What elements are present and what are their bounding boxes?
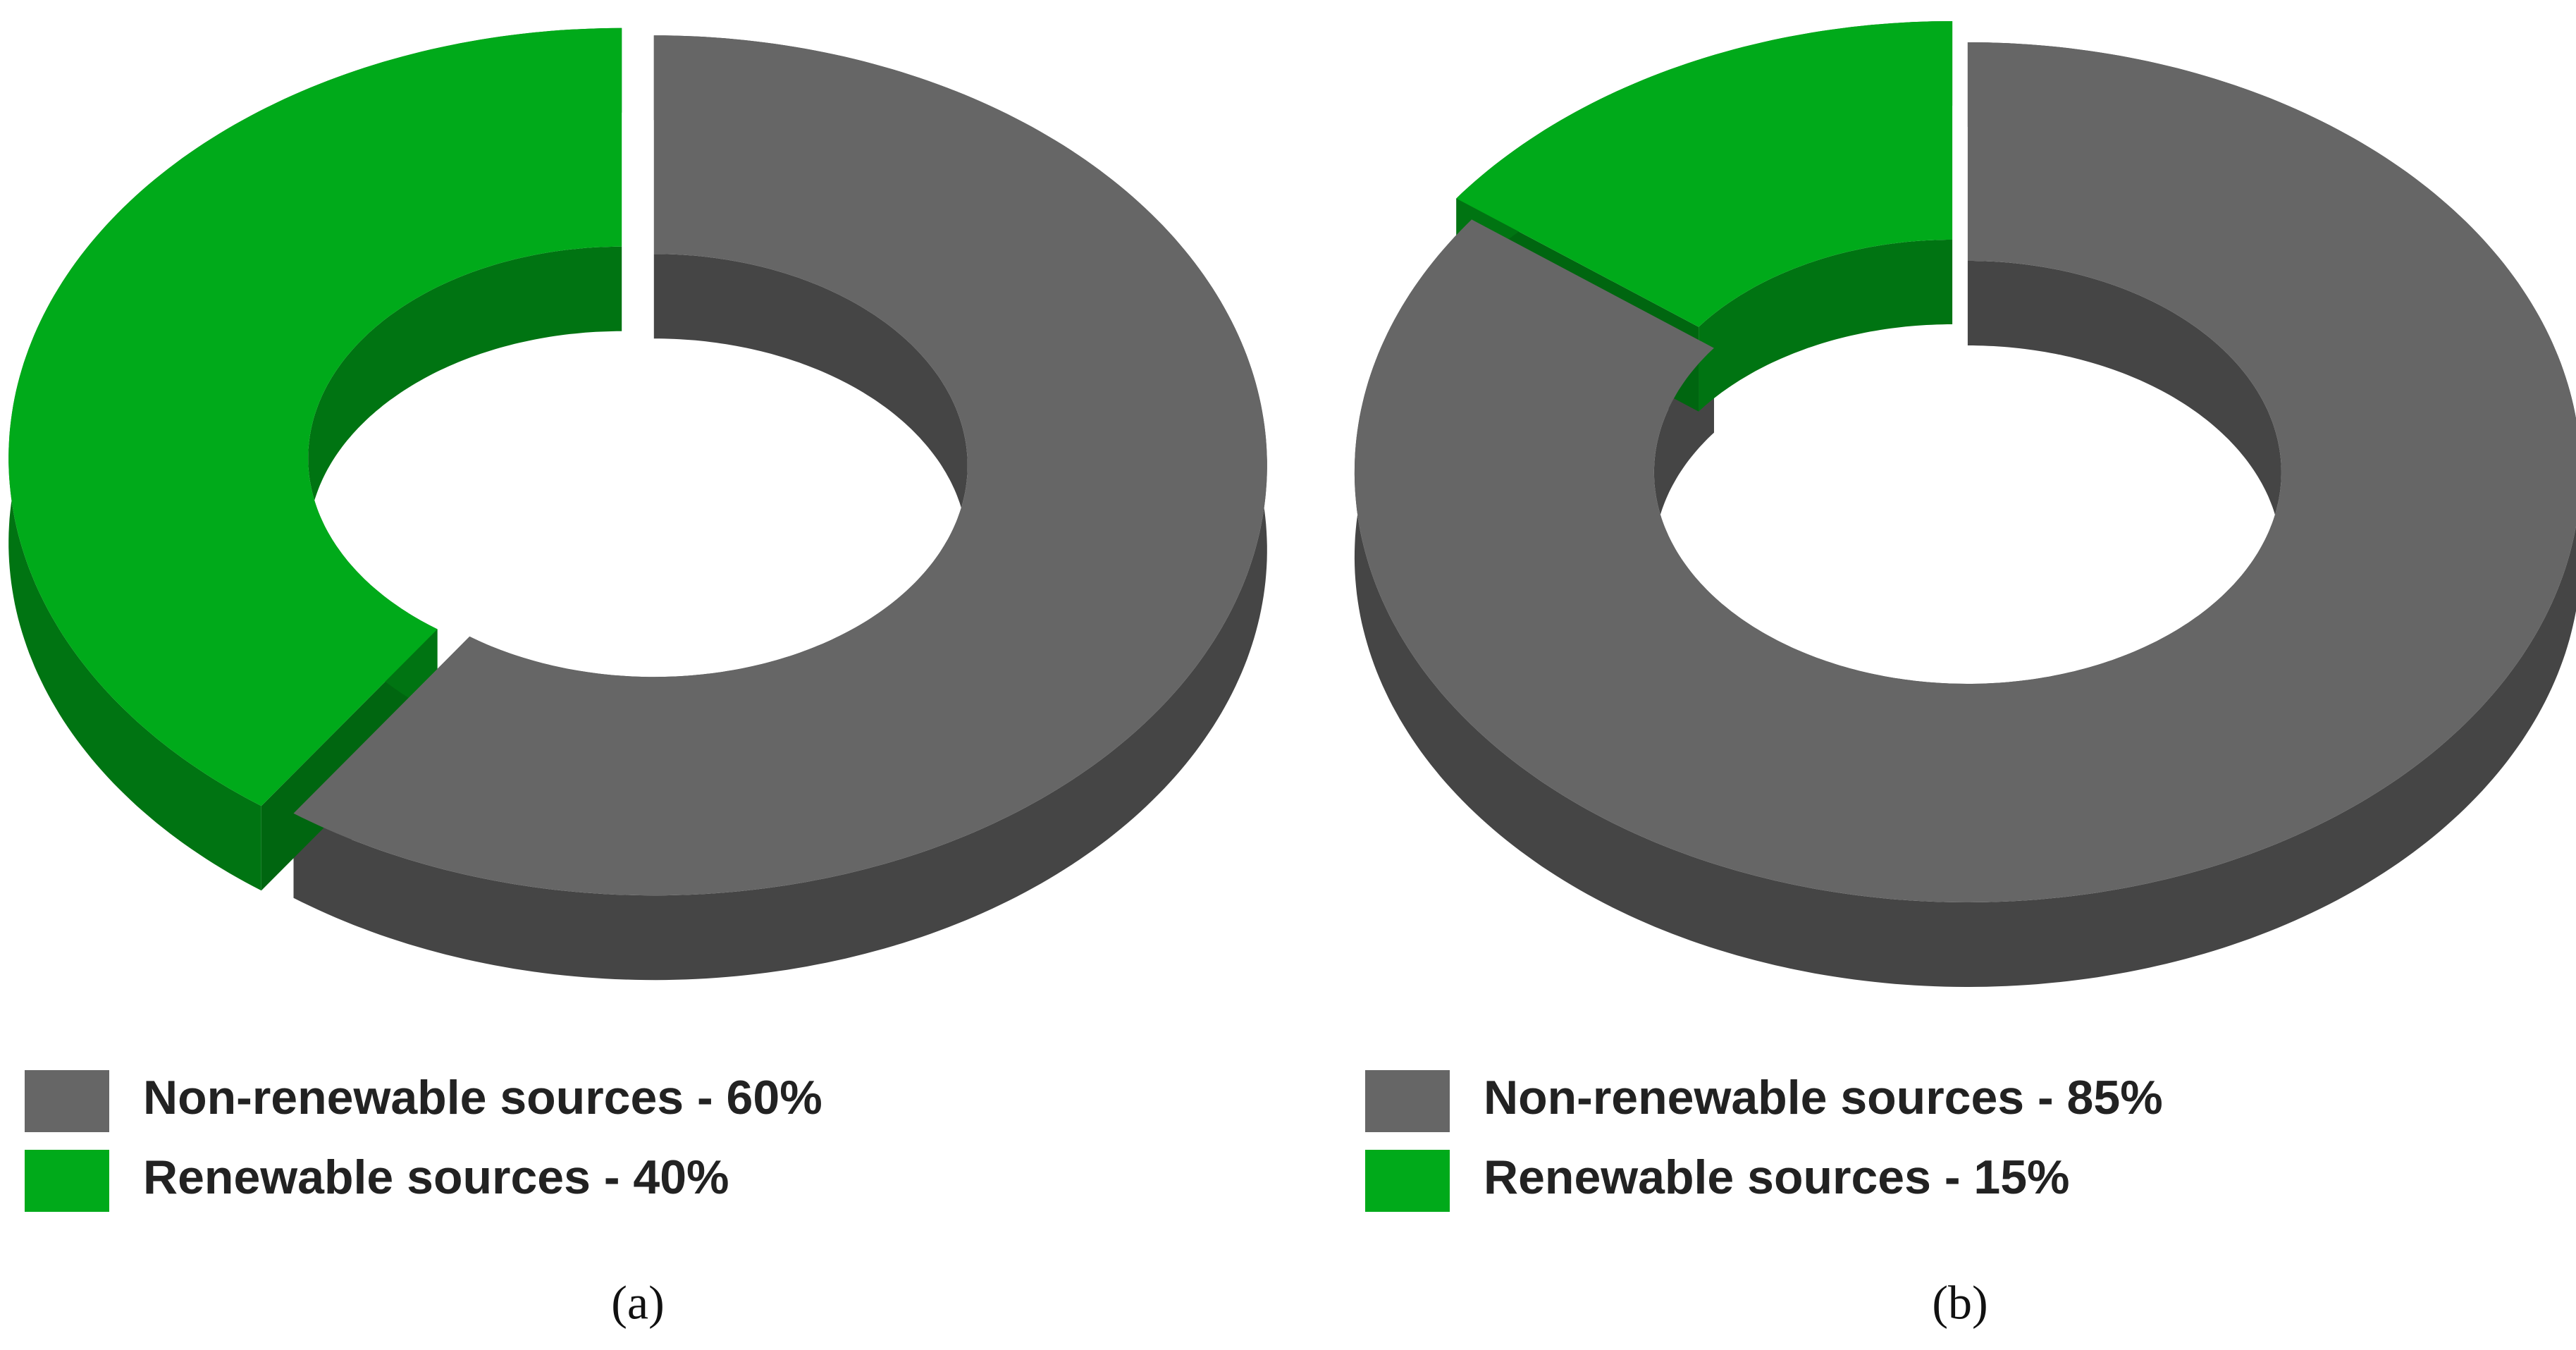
legend-swatch	[1365, 1150, 1450, 1212]
slice	[293, 35, 1267, 896]
panel-caption: (b)	[1932, 1276, 1988, 1330]
legend-label: Non-renewable sources - 85%	[1484, 1071, 2163, 1124]
donut-chart: Non-renewable sources - 85% Renewable sou…	[1354, 21, 2576, 1330]
legend-label: Renewable sources - 15%	[1484, 1150, 2069, 1204]
slice-inner-wall	[1699, 240, 1953, 412]
slice	[8, 27, 622, 806]
slice	[1354, 42, 2576, 902]
slice-inner-wall	[308, 246, 622, 714]
slice	[1456, 21, 1953, 327]
legend-swatch	[1365, 1070, 1450, 1132]
legend-label: Non-renewable sources - 60%	[143, 1071, 822, 1124]
legend-swatch	[25, 1150, 109, 1212]
legend-label: Renewable sources - 40%	[143, 1150, 729, 1204]
legend-swatch	[25, 1070, 109, 1132]
donut-chart: Non-renewable sources - 60% Renewable sou…	[8, 27, 1267, 1330]
slice-outer-wall	[293, 35, 1267, 981]
panel-caption: (a)	[611, 1276, 664, 1330]
